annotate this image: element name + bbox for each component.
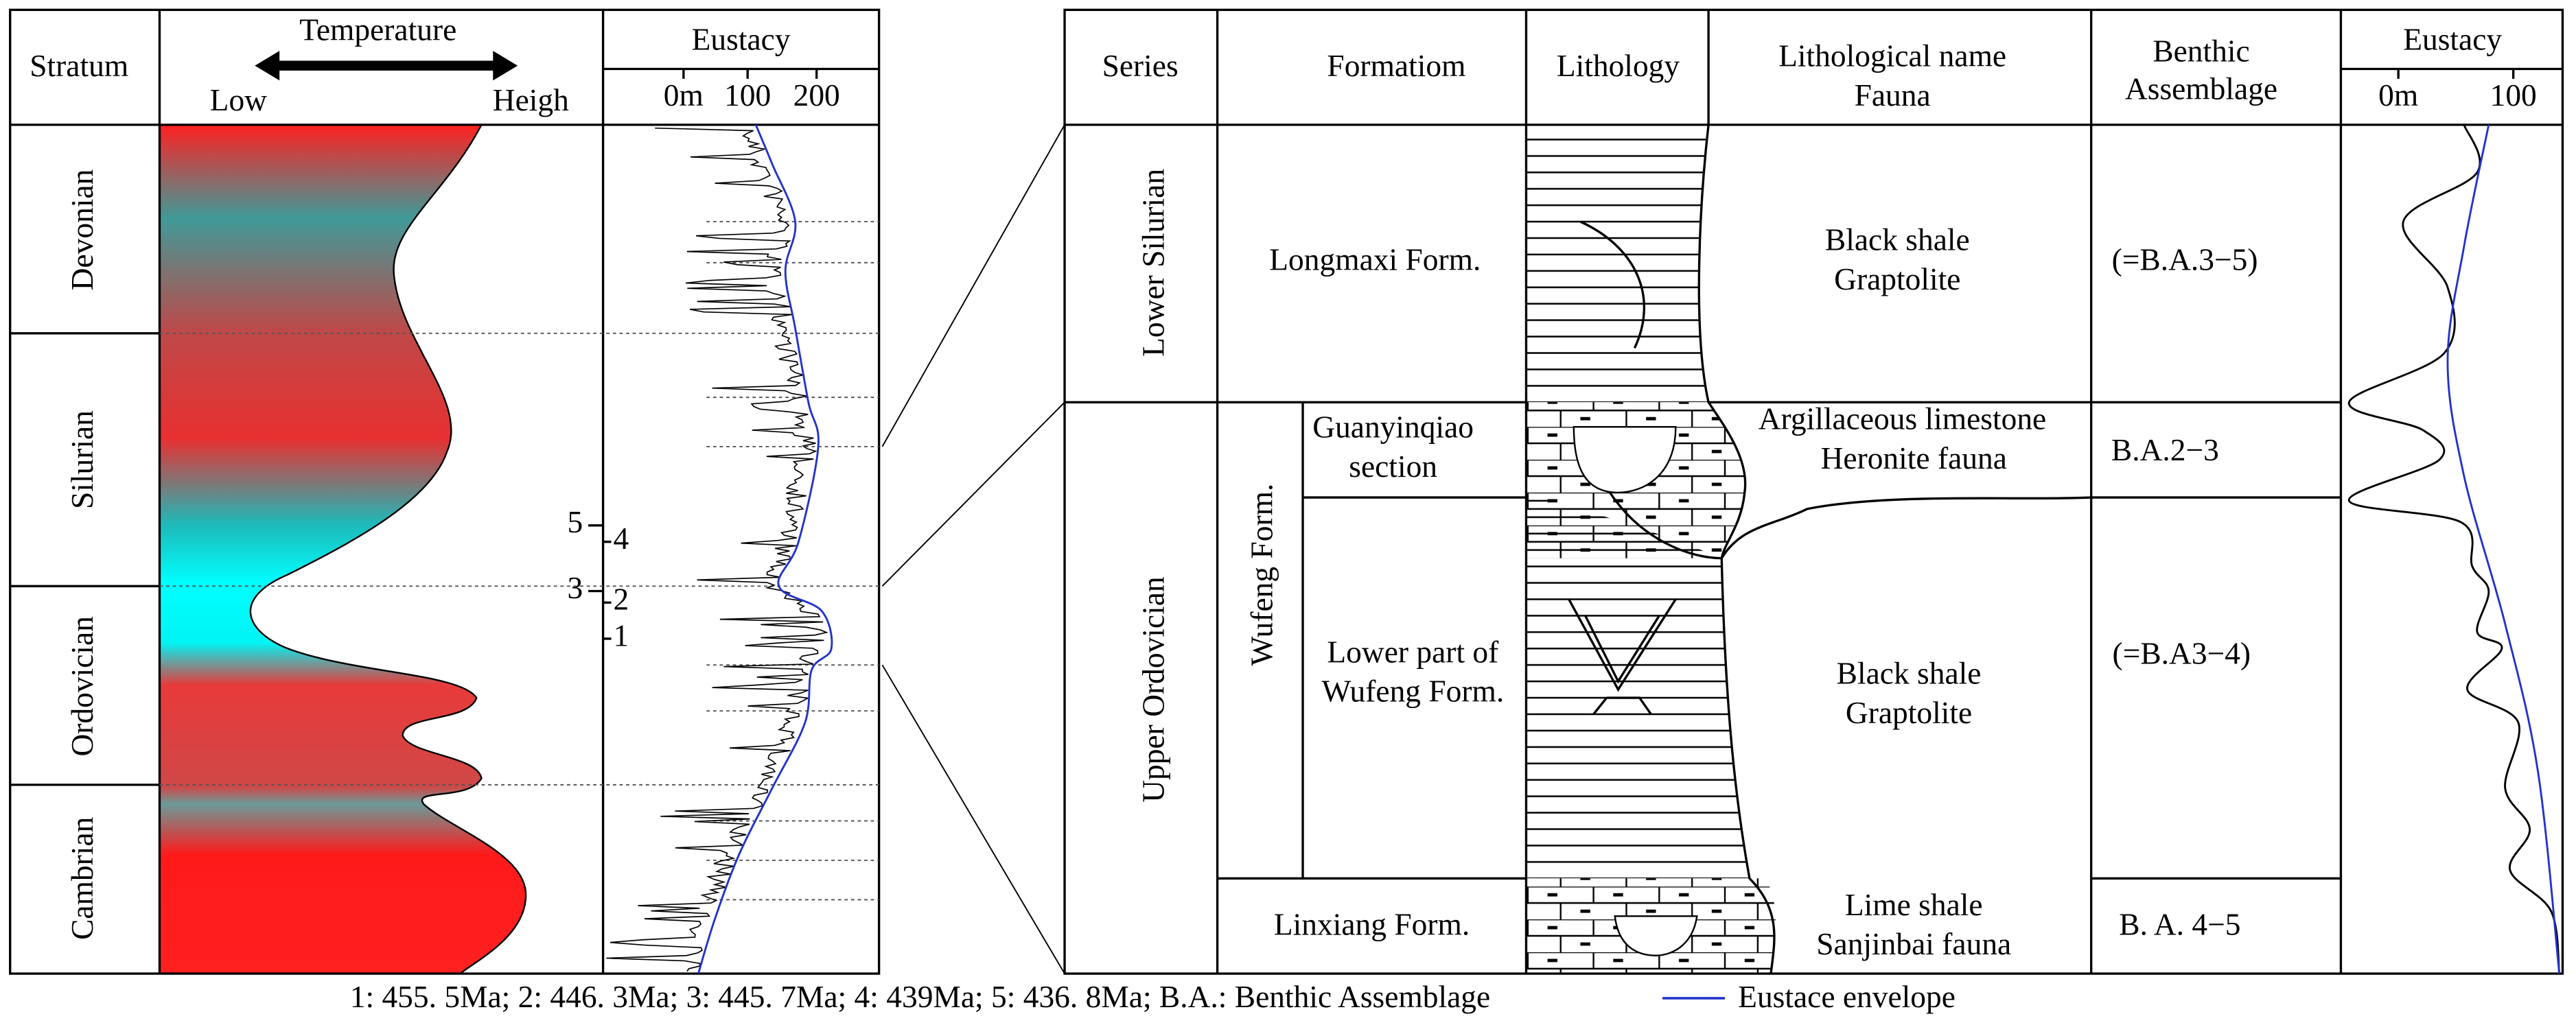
eustacy-curve [2347, 124, 2561, 974]
benthic: (=B.A.3−5) [2112, 242, 2258, 276]
axis-label: 100 [2490, 78, 2537, 113]
legend-label: Eustace envelope [1738, 979, 1956, 1014]
formation: Guanyinqiao [1312, 409, 1474, 444]
series: Lower Silurian [1135, 169, 1170, 357]
axis-label: 0m [2378, 78, 2418, 113]
formation: section [1349, 449, 1437, 484]
lith-name: Black shale [1837, 655, 1982, 690]
benthic: (=B.A3−4) [2113, 636, 2251, 671]
arrow [255, 51, 518, 81]
frame [9, 8, 881, 975]
header: Lithological name [1778, 38, 2006, 73]
formation: Longmaxi Form. [1269, 242, 1481, 276]
right-table: Series Formatiom Lithology Lithological … [1063, 8, 2564, 975]
stratum: Silurian [65, 410, 100, 509]
axis-label: 200 [793, 78, 840, 113]
header: Formatiom [1327, 48, 1465, 83]
lith-name: Argillaceous limestone [1759, 401, 2047, 436]
axis-label: 100 [724, 78, 771, 113]
marker: 1 [614, 617, 629, 652]
lith-name: Graptolite [1846, 695, 1972, 730]
series: Upper Ordovician [1135, 576, 1170, 803]
eustacy-line [606, 127, 828, 972]
left-table: Stratum Temperature Low Heigh Eustacy 0m… [9, 8, 881, 975]
label: Low [210, 82, 267, 117]
lith-name: Lime shale [1845, 887, 1983, 922]
marker: 5 [568, 504, 583, 539]
axis-label: 0m [664, 78, 704, 113]
envelope [697, 124, 833, 974]
header: Lithology [1557, 48, 1680, 83]
marker: 3 [568, 570, 583, 605]
lith-name: Heronite fauna [1821, 440, 2007, 475]
header: Fauna [1855, 78, 1931, 113]
stratum: Ordovician [65, 616, 100, 757]
label: Heigh [493, 82, 569, 117]
header: Series [1102, 48, 1179, 83]
header: Temperature [299, 12, 456, 47]
eustacy-line [2347, 124, 2561, 974]
lith-name: Black shale [1825, 222, 1970, 257]
frame [1063, 8, 2564, 975]
lith-name: Sanjinbai fauna [1816, 926, 2011, 961]
stratum: Devonian [65, 169, 100, 290]
lith-name: Graptolite [1834, 261, 1960, 296]
benthic: B.A.2−3 [2111, 432, 2219, 467]
header: Eustacy [2403, 22, 2502, 57]
footnote: 1: 455. 5Ma; 2: 446. 3Ma; 3: 445. 7Ma; 4… [350, 979, 1490, 1014]
group: Wufeng Form. [1244, 484, 1279, 666]
header: Benthic [2153, 33, 2249, 68]
formation: Lower part of [1327, 634, 1499, 669]
header: Eustacy [692, 22, 791, 57]
stratum: Cambrian [65, 816, 100, 940]
formation: Linxiang Form. [1274, 906, 1470, 941]
benthic: B. A. 4−5 [2119, 906, 2240, 941]
temperature-curve [159, 123, 527, 975]
marker: 2 [614, 582, 629, 617]
eustacy-curve [606, 124, 879, 974]
marker: 4 [614, 521, 629, 556]
formation: Wufeng Form. [1321, 674, 1504, 709]
envelope [2446, 124, 2561, 974]
header: Assemblage [2125, 71, 2277, 106]
header: Stratum [30, 48, 128, 83]
